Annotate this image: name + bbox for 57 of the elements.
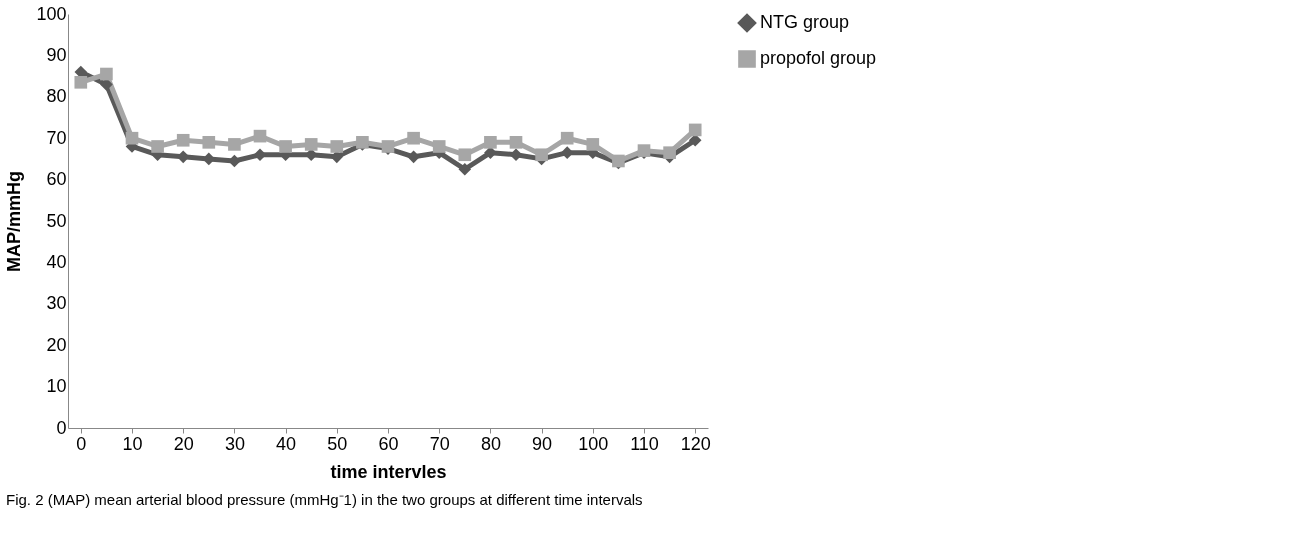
x-tick-label: 120: [680, 433, 711, 454]
y-tick-label: 90: [46, 44, 67, 65]
y-tick-label: 40: [46, 251, 67, 272]
point: [458, 162, 472, 176]
point: [100, 67, 113, 81]
point: [535, 148, 548, 162]
point: [253, 129, 267, 143]
y-tick-label: 100: [36, 3, 67, 24]
point: [458, 148, 472, 162]
y-tick-label: 0: [56, 417, 67, 438]
x-tick-label: 60: [378, 433, 399, 454]
point: [253, 148, 267, 162]
point: [407, 150, 420, 164]
point: [407, 131, 420, 145]
y-tick-label: 60: [46, 169, 67, 190]
point: [330, 140, 344, 153]
x-tick-label: 20: [173, 433, 194, 454]
y-axis-title: MAP/mmHg: [4, 170, 25, 273]
point: [560, 131, 574, 145]
y-tick-label: 50: [46, 210, 67, 231]
point: [176, 133, 190, 147]
point: [484, 136, 497, 149]
point: [279, 140, 292, 153]
point: [509, 148, 523, 162]
point: [432, 140, 446, 153]
point: [304, 138, 318, 151]
x-tick-label: 50: [327, 433, 348, 454]
point: [586, 138, 600, 151]
x-tick-label: 70: [429, 433, 450, 454]
x-tick-label: 90: [532, 433, 553, 454]
x-tick-label: 10: [122, 433, 143, 454]
point: [228, 138, 241, 151]
point: [74, 75, 88, 89]
x-tick-label: 30: [224, 433, 245, 454]
legend-label: propofol group: [760, 48, 877, 68]
point: [688, 123, 702, 137]
point: [151, 140, 164, 153]
x-tick-label: 100: [578, 433, 609, 454]
caption: Fig. 2 (MAP) mean arterial blood pressure (mmHg⁻1) in the two groups at different time intervals: [5, 491, 643, 508]
point: [176, 150, 190, 164]
x-tick-label: 0: [76, 433, 87, 454]
y-tick-label: 70: [46, 127, 67, 148]
x-axis-title: time intervles: [330, 461, 447, 482]
point: [202, 136, 216, 149]
point: [125, 131, 139, 145]
y-tick-label: 20: [46, 334, 67, 355]
x-tick-label: 40: [276, 433, 297, 454]
y-tick-label: 80: [46, 86, 67, 107]
point: [663, 146, 676, 160]
y-tick-label: 30: [46, 293, 67, 314]
point: [509, 136, 523, 149]
y-tick-label: 10: [46, 376, 67, 397]
legend-label: NTG group: [760, 12, 850, 32]
point: [228, 154, 241, 168]
x-tick-label: 110: [630, 433, 659, 454]
x-tick-label: 80: [480, 433, 501, 454]
point: [560, 146, 574, 160]
